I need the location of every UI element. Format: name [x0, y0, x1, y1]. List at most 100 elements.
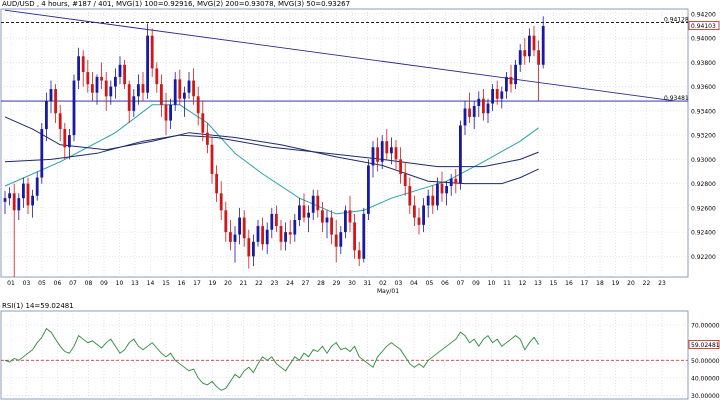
candle: [104, 72, 108, 111]
main-frame: [0, 8, 689, 278]
candle: [537, 40, 540, 102]
candle: [316, 189, 320, 218]
candle-body: [137, 84, 140, 97]
y-tick-label: 0.93600: [691, 84, 716, 91]
candle: [17, 193, 21, 221]
x-tick-label: 15: [162, 280, 170, 287]
x-tick-label: 06: [54, 280, 62, 287]
candle: [325, 210, 329, 239]
candle-body: [164, 104, 168, 121]
candle: [219, 181, 223, 221]
candle: [408, 177, 412, 214]
candle-body: [376, 147, 379, 162]
x-tick-label: 29: [333, 280, 341, 287]
candle-body: [8, 193, 11, 199]
y-tick-label: 0.94200: [691, 11, 716, 18]
x-tick-label: 09: [100, 280, 108, 287]
candle-body: [169, 104, 172, 121]
candle-body: [118, 64, 122, 77]
candle-body: [371, 147, 375, 166]
candle-body: [362, 213, 366, 259]
candle-body: [417, 217, 421, 225]
candle-body: [242, 217, 246, 239]
candle: [376, 137, 379, 172]
candle: [238, 207, 241, 245]
candle-body: [100, 76, 103, 81]
x-tick-label: 20: [627, 280, 635, 287]
candle-body: [127, 84, 131, 111]
candle: [224, 201, 228, 242]
x-tick-label: 10: [116, 280, 124, 287]
candle: [54, 84, 57, 123]
candle: [399, 147, 402, 184]
candle: [321, 201, 324, 233]
candle: [91, 72, 94, 102]
candle-body: [206, 132, 209, 145]
candle-body: [86, 72, 90, 85]
candle-body: [523, 50, 527, 57]
x-tick-label: 10: [488, 280, 496, 287]
candle-body: [31, 195, 34, 206]
y-tick-label: 0.92200: [691, 254, 716, 261]
x-tick-label: 18: [596, 280, 604, 287]
candle-body: [201, 113, 205, 133]
candle: [270, 207, 274, 239]
y-tick-label: 0.94000: [691, 36, 716, 43]
candle-body: [440, 183, 444, 194]
candle-body: [247, 238, 251, 257]
candle: [256, 220, 260, 247]
x-tick-label: 19: [612, 280, 620, 287]
x-tick-label: 05: [38, 280, 46, 287]
x-tick-label: 28: [317, 280, 325, 287]
x-tick-label: 31: [364, 280, 372, 287]
candle: [141, 72, 145, 102]
candle: [468, 92, 471, 123]
candle-body: [229, 232, 232, 242]
candle-body: [284, 232, 287, 242]
current-price-label: 0.94103: [691, 23, 716, 30]
x-tick-label: 23: [658, 280, 666, 287]
candle: [26, 177, 30, 214]
candle-body: [104, 80, 108, 97]
candle: [192, 68, 195, 105]
candle-body: [123, 64, 126, 85]
candle-body: [77, 56, 80, 81]
candle: [49, 80, 53, 114]
x-tick-label: 02: [379, 280, 387, 287]
candle: [72, 74, 76, 142]
main-grid: [0, 8, 689, 278]
candle-body: [528, 35, 531, 57]
candle: [58, 104, 62, 142]
candle: [201, 101, 205, 142]
x-tick-label: 13: [131, 280, 139, 287]
x-tick-label: 16: [565, 280, 573, 287]
candle: [206, 122, 209, 154]
candle: [302, 193, 306, 223]
y-tick-label: 0.93000: [691, 157, 716, 164]
candle: [109, 80, 113, 105]
candle-body: [385, 141, 389, 154]
candle: [12, 183, 16, 277]
candle-body: [109, 86, 113, 97]
candle: [63, 122, 67, 160]
candle-body: [192, 80, 195, 97]
candle-body: [500, 91, 504, 99]
candle: [518, 44, 522, 73]
candle-body: [173, 79, 177, 105]
candle-body: [505, 76, 508, 92]
candle: [196, 86, 200, 126]
x-tick-label: 07: [69, 280, 77, 287]
candle-body: [532, 35, 536, 51]
candle: [146, 23, 149, 99]
candle-body: [196, 96, 200, 114]
candle-body: [486, 103, 490, 114]
candle-body: [477, 98, 481, 107]
candle-body: [311, 195, 315, 213]
candle-body: [413, 205, 416, 218]
x-tick-label: 03: [23, 280, 31, 287]
candle-body: [339, 232, 343, 247]
candle: [3, 190, 7, 214]
rsi-y-tick-label: 40.00000: [691, 375, 720, 382]
candle-body: [537, 50, 540, 65]
